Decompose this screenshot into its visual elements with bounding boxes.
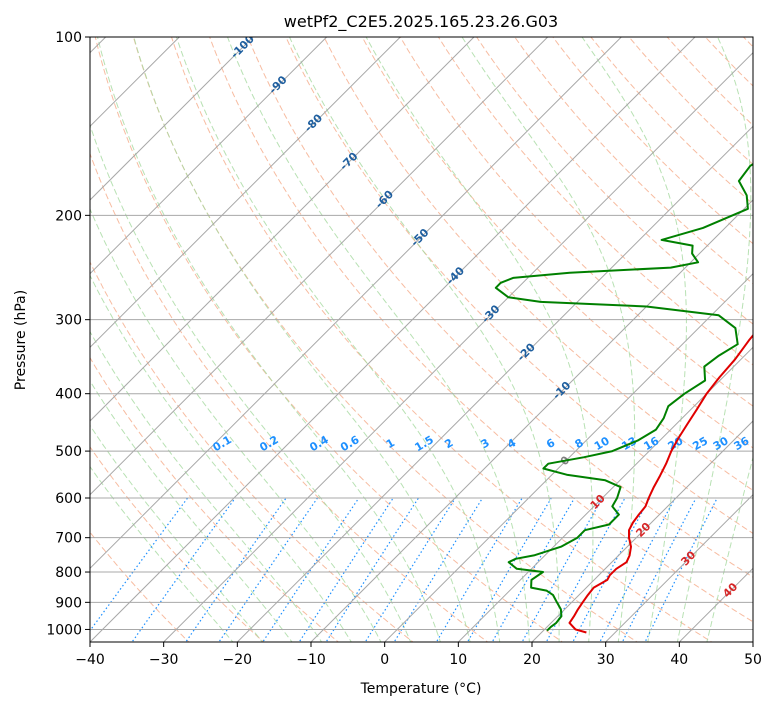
mixing-ratio-line bbox=[185, 497, 287, 642]
isotherm-line bbox=[310, 199, 753, 642]
y-tick-label: 400 bbox=[55, 387, 82, 403]
mixing-ratio-line bbox=[644, 497, 718, 642]
series-lines bbox=[494, 163, 753, 634]
y-tick-label: 100 bbox=[55, 30, 82, 46]
isotherm-line bbox=[90, 37, 254, 201]
y-tick-label: 600 bbox=[55, 491, 82, 507]
dry-adiabat bbox=[323, 37, 753, 491]
x-tick-label: 50 bbox=[744, 652, 762, 668]
isotherm-line bbox=[90, 37, 328, 275]
y-tick-label: 500 bbox=[55, 444, 82, 460]
moist-adiabat bbox=[97, 37, 441, 642]
dry-adiabat bbox=[247, 37, 753, 578]
isotherm-line bbox=[90, 37, 475, 422]
x-tick-label: −10 bbox=[296, 652, 326, 668]
isotherm-line bbox=[457, 346, 753, 642]
moist-adiabat bbox=[227, 37, 530, 642]
y-axis: 100 200 300 400 500 600 700 800 900 1000 bbox=[46, 30, 90, 638]
moist-adiabat bbox=[676, 37, 752, 642]
isotherm-line bbox=[384, 272, 753, 642]
y-axis-label: Pressure (hPa) bbox=[13, 290, 29, 390]
moist-adiabat bbox=[581, 37, 687, 642]
moist-adiabat bbox=[289, 37, 560, 642]
moist-adiabat bbox=[133, 37, 471, 642]
y-tick-label: 1000 bbox=[46, 622, 82, 638]
moist-adiabat bbox=[90, 380, 293, 642]
mixing-ratio-line bbox=[491, 497, 576, 642]
moist-adiabat bbox=[365, 37, 594, 642]
isotherm-line bbox=[90, 37, 622, 570]
x-tick-label: −30 bbox=[149, 652, 179, 668]
mixing-ratio-line bbox=[364, 497, 456, 642]
dry-adiabat bbox=[514, 37, 753, 285]
isotherm-line bbox=[90, 37, 696, 642]
isotherm-line bbox=[236, 125, 753, 642]
y-tick-label: 800 bbox=[55, 565, 82, 581]
mixing-ratio-line bbox=[325, 497, 420, 642]
x-tick-label: −20 bbox=[223, 652, 253, 668]
isotherm-line bbox=[163, 51, 753, 642]
dry-adiabat bbox=[285, 37, 753, 535]
plot-frame bbox=[89, 36, 754, 643]
moist-adiabat bbox=[175, 37, 501, 642]
x-axis-label: Temperature (°C) bbox=[360, 681, 482, 697]
mixing-ratio-line bbox=[218, 497, 318, 642]
isotherm-line bbox=[90, 37, 401, 349]
dry-adiabat bbox=[209, 37, 753, 623]
x-tick-label: 20 bbox=[523, 652, 541, 668]
mixing-ratio-line bbox=[521, 497, 603, 642]
x-tick-label: 10 bbox=[449, 652, 467, 668]
x-tick-label: 0 bbox=[380, 652, 389, 668]
x-axis: −40 −30 −20 −10 0 10 20 30 40 50 bbox=[75, 642, 762, 668]
dry-adiabat bbox=[399, 37, 753, 407]
grid-lines bbox=[90, 37, 753, 642]
mixing-ratio-line bbox=[466, 497, 552, 642]
plot-background bbox=[90, 37, 753, 642]
temperature-line bbox=[568, 333, 753, 634]
x-tick-label: 40 bbox=[670, 652, 688, 668]
dry-adiabat bbox=[361, 37, 753, 449]
moist-adiabat bbox=[90, 330, 323, 642]
mixing-ratio-line bbox=[131, 497, 236, 642]
dry-adiabat bbox=[170, 37, 713, 642]
y-tick-label: 200 bbox=[55, 208, 82, 224]
isotherm-line bbox=[531, 420, 753, 642]
isotherm-line bbox=[90, 37, 549, 496]
mixing-ratio-line bbox=[621, 497, 697, 642]
x-tick-label: −40 bbox=[75, 652, 105, 668]
dewpoint-line bbox=[494, 163, 753, 632]
x-tick-label: 30 bbox=[597, 652, 615, 668]
y-tick-label: 900 bbox=[55, 595, 82, 611]
mixing-ratio-line bbox=[435, 497, 523, 642]
y-tick-label: 700 bbox=[55, 531, 82, 547]
isotherm-line bbox=[605, 493, 753, 642]
dry-adiabat bbox=[90, 152, 489, 642]
y-tick-label: 300 bbox=[55, 313, 82, 329]
chart-title: wetPf2_C2E5.2025.165.23.26.G03 bbox=[284, 12, 558, 32]
moist-adiabat bbox=[461, 37, 636, 642]
dry-adiabat bbox=[476, 37, 753, 325]
